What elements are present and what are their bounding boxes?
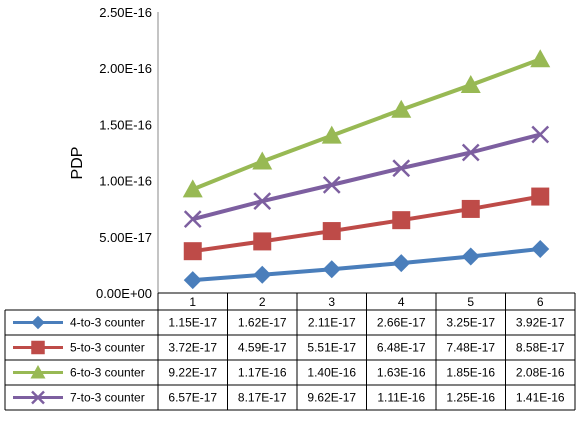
y-tick-label: 5.00E-17 [99, 230, 152, 245]
data-value-cell: 1.41E-16 [516, 391, 565, 405]
data-value-cell: 5.51E-17 [307, 341, 356, 355]
data-value-cell: 7.48E-17 [446, 341, 495, 355]
data-point-marker [392, 159, 411, 178]
data-point-marker [531, 239, 550, 258]
series-line [192, 246, 541, 283]
data-value-cell: 8.58E-17 [516, 341, 565, 355]
data-value-cell: 1.25E-16 [446, 391, 495, 405]
legend-key-marker [31, 315, 45, 330]
data-point-marker [392, 254, 411, 273]
data-point-marker [321, 125, 342, 144]
y-axis-label: PDP [69, 147, 86, 180]
data-point-marker [461, 199, 480, 218]
x-category-label: 2 [259, 295, 266, 309]
data-point-marker [460, 75, 481, 94]
data-point-marker [183, 271, 202, 290]
data-point-marker [530, 49, 551, 68]
data-point-marker [392, 211, 411, 230]
legend-key-marker [31, 340, 45, 355]
data-value-cell: 3.92E-17 [516, 316, 565, 330]
data-value-cell: 1.40E-16 [307, 366, 356, 380]
data-point-marker [322, 222, 341, 241]
data-point-marker [183, 242, 202, 261]
x-category-label: 5 [467, 295, 474, 309]
data-value-cell: 2.66E-17 [377, 316, 426, 330]
marker-stroke [322, 175, 341, 194]
marker-stroke [183, 210, 202, 229]
marker-stroke [531, 125, 550, 144]
data-point-marker [461, 143, 480, 162]
data-value-cell: 6.57E-17 [168, 391, 217, 405]
data-point-marker [252, 151, 273, 170]
x-category-label: 4 [398, 295, 405, 309]
data-point-marker [183, 210, 202, 229]
data-value-cell: 9.62E-17 [307, 391, 356, 405]
data-point-marker [531, 125, 550, 144]
series-line [192, 57, 541, 192]
data-value-cell: 6.48E-17 [377, 341, 426, 355]
y-tick-label: 2.00E-16 [99, 61, 152, 76]
data-value-cell: 3.72E-17 [168, 341, 217, 355]
data-value-cell: 1.85E-16 [446, 366, 495, 380]
data-point-marker [253, 232, 272, 251]
data-point-marker [461, 247, 480, 266]
marker-stroke [392, 159, 411, 178]
series-line [192, 132, 541, 222]
legend-key-marker [30, 365, 46, 379]
data-point-marker [531, 187, 550, 206]
series-line [192, 194, 541, 254]
data-value-cell: 4.59E-17 [238, 341, 287, 355]
y-tick-label: 1.50E-16 [99, 117, 152, 132]
legend-series-name: 4-to-3 counter [70, 316, 145, 330]
marker-stroke [31, 390, 45, 405]
data-value-cell: 1.17E-16 [238, 366, 287, 380]
x-category-label: 3 [328, 295, 335, 309]
data-point-marker [391, 99, 412, 118]
data-value-cell: 8.17E-17 [238, 391, 287, 405]
y-tick-label: 1.00E-16 [99, 174, 152, 189]
data-value-cell: 1.63E-16 [377, 366, 426, 380]
legend-series-name: 6-to-3 counter [70, 366, 145, 380]
x-category-label: 1 [189, 295, 196, 309]
data-value-cell: 1.11E-16 [377, 391, 425, 405]
y-tick-label: 2.50E-16 [99, 5, 152, 20]
data-value-cell: 9.22E-17 [168, 366, 217, 380]
legend-key-marker [31, 390, 45, 405]
data-point-marker [322, 175, 341, 194]
marker-stroke [461, 143, 480, 162]
data-point-marker [253, 265, 272, 284]
data-value-cell: 3.25E-17 [446, 316, 495, 330]
data-value-cell: 2.11E-17 [308, 316, 356, 330]
data-point-marker [182, 179, 203, 198]
data-point-marker [253, 192, 272, 211]
marker-stroke [253, 192, 272, 211]
y-tick-label: 0.00E+00 [96, 286, 152, 301]
data-point-marker [322, 260, 341, 279]
data-value-cell: 1.62E-17 [238, 316, 287, 330]
legend-series-name: 5-to-3 counter [70, 341, 145, 355]
data-value-cell: 2.08E-16 [516, 366, 565, 380]
x-category-label: 6 [537, 295, 544, 309]
legend-series-name: 7-to-3 counter [70, 391, 145, 405]
data-value-cell: 1.15E-17 [168, 316, 217, 330]
